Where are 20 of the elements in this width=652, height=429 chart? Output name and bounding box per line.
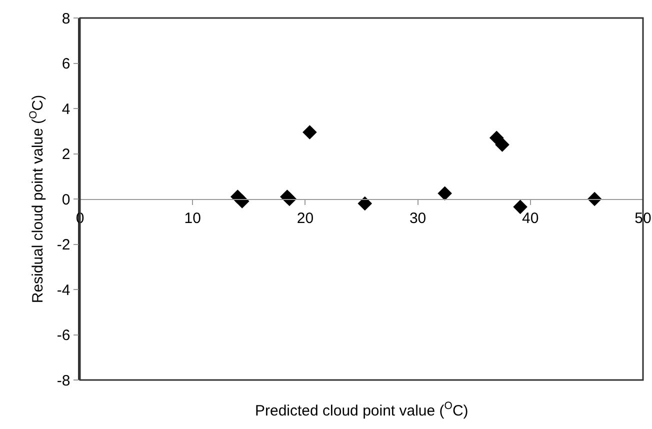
- y-tick-label: -4: [56, 282, 70, 299]
- point: [513, 200, 528, 214]
- point: [358, 196, 372, 211]
- y-tick-label: -2: [56, 236, 70, 254]
- x-tick-label: 20: [296, 210, 314, 227]
- x-tick-label: 40: [522, 210, 539, 227]
- point: [234, 194, 250, 208]
- y-tick-label: -6: [56, 327, 70, 344]
- y-tick-label: 2: [62, 146, 70, 163]
- x-tick-label: 10: [184, 210, 201, 227]
- y-tick-label: 8: [62, 10, 70, 28]
- y-tick-label: -8: [56, 372, 70, 390]
- point: [495, 138, 510, 152]
- x-axis-title: Predicted cloud point value ($^{O}$C): [255, 400, 468, 420]
- y-tick-label: 4: [62, 100, 70, 118]
- point: [302, 125, 317, 140]
- y-tick-label: 6: [62, 56, 70, 72]
- y-tick-label: 0: [62, 191, 70, 208]
- x-tick-label: 30: [409, 210, 426, 227]
- point: [438, 186, 452, 200]
